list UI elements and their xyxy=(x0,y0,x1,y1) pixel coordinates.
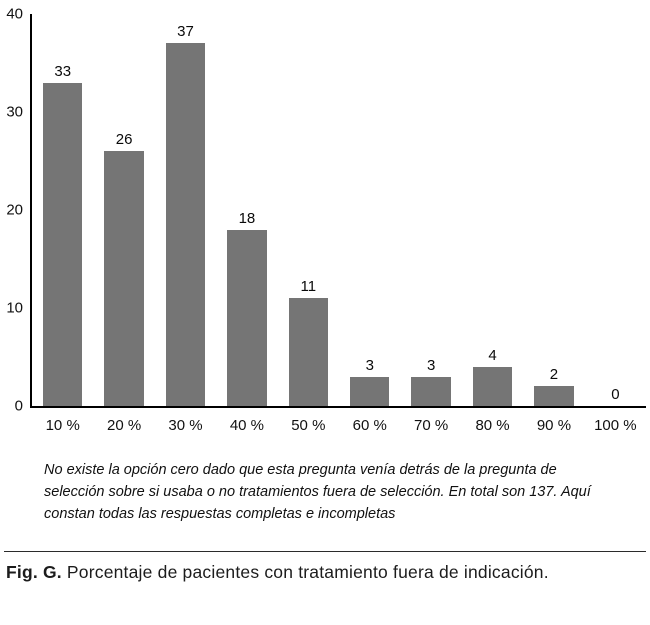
bar-group: 37 xyxy=(155,14,216,406)
caption-divider xyxy=(4,551,646,553)
y-tick-label: 40 xyxy=(6,5,23,23)
x-tick-label: 30 % xyxy=(168,417,203,434)
bar-value-label: 11 xyxy=(300,278,317,296)
bar-chart: 0 10 20 30 40 33 26 37 18 11 3 3 4 2 0 10 % 20 % 30 % 40… xyxy=(4,7,646,434)
bar-group: 11 xyxy=(278,14,339,406)
bar xyxy=(288,298,328,406)
bar-value-label: 18 xyxy=(238,209,256,227)
bar-value-label: 33 xyxy=(54,62,72,80)
bar xyxy=(411,376,451,406)
y-tick-label: 10 xyxy=(6,299,23,317)
bar-group: 26 xyxy=(93,14,154,406)
bar-group: 33 xyxy=(32,14,93,406)
x-axis: 10 % 20 % 30 % 40 % 50 % 60 % 70 % 80 % 90 % 100 … xyxy=(30,408,646,434)
bar-value-label: 0 xyxy=(611,386,620,403)
x-tick-label: 90 % xyxy=(536,417,572,434)
bar-value-label: 4 xyxy=(488,346,497,364)
x-tick-label: 10 % xyxy=(45,417,80,434)
plot-wrap: 33 26 37 18 11 3 3 4 2 0 10 % 20 % 30 % 40 % 50 % 60 %… xyxy=(30,14,646,434)
bar-group: 2 xyxy=(523,14,584,406)
bar-value-label: 26 xyxy=(115,131,133,149)
plot-area: 33 26 37 18 11 3 3 4 2 0 xyxy=(30,14,646,408)
x-tick-label: 70 % xyxy=(414,417,449,434)
figure-label: Fig. G. xyxy=(6,562,62,583)
bar-group: 0 xyxy=(585,14,646,406)
bar-value-label: 3 xyxy=(426,356,436,374)
bar-group: 18 xyxy=(216,14,277,406)
bar-value-label: 37 xyxy=(177,23,194,41)
chart-note: No existe la opción cero dado que esta p… xyxy=(44,462,591,522)
bar xyxy=(165,43,206,406)
bar xyxy=(43,82,83,406)
x-tick-label: 20 % xyxy=(107,417,142,434)
bar-value-label: 2 xyxy=(549,366,559,384)
bar-group: 4 xyxy=(462,14,523,406)
bar xyxy=(534,386,574,406)
bar xyxy=(350,376,390,406)
x-tick-label: 80 % xyxy=(475,417,510,434)
x-tick-label: 100 % xyxy=(594,417,637,434)
bar-group: 3 xyxy=(339,14,400,406)
x-tick-label: 40 % xyxy=(229,417,265,434)
bar-group: 3 xyxy=(400,14,461,406)
y-tick-label: 30 xyxy=(6,103,23,121)
y-tick-label: 0 xyxy=(14,397,23,415)
bar xyxy=(472,366,513,406)
x-tick-label: 60 % xyxy=(352,417,387,434)
figure-caption-text: Porcentaje de pacientes con tratamiento … xyxy=(66,562,549,583)
figure-caption: Fig. G. Porcentaje de pacientes con trat… xyxy=(6,561,644,585)
bar-value-label: 3 xyxy=(365,356,374,374)
y-tick-label: 20 xyxy=(6,201,23,219)
x-tick-label: 50 % xyxy=(291,417,326,434)
bar xyxy=(227,229,267,406)
y-axis: 0 10 20 30 40 xyxy=(4,7,30,414)
bar xyxy=(104,151,144,406)
